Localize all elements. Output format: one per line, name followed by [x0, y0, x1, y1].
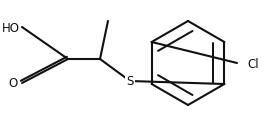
Text: O: O: [9, 77, 18, 90]
Text: HO: HO: [2, 21, 20, 34]
Text: Cl: Cl: [247, 57, 259, 70]
Text: S: S: [126, 75, 134, 88]
